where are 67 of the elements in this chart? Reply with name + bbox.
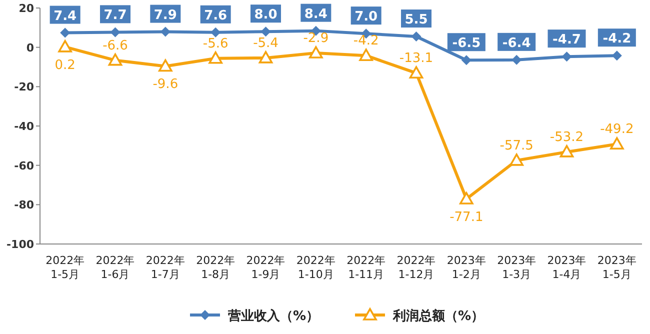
data-label: -4.2 — [353, 34, 379, 49]
x-tick-label: 2022年 1-11月 — [346, 254, 386, 281]
legend-label: 营业收入（%） — [227, 308, 320, 324]
x-tick-label: 2023年 1-4月 — [547, 254, 586, 281]
x-tick-label: 2022年 1-9月 — [246, 254, 286, 281]
x-tick-label: 2023年 1-3月 — [497, 254, 536, 281]
data-label: -4.7 — [552, 32, 581, 48]
data-label: -6.4 — [502, 36, 531, 51]
data-label: -57.5 — [500, 138, 534, 154]
data-label: -13.1 — [399, 51, 434, 66]
y-tick-label: -20 — [14, 80, 34, 94]
data-label: 0.2 — [54, 58, 76, 73]
x-tick-label: 2023年 1-5月 — [597, 254, 636, 281]
data-label: -5.6 — [202, 36, 228, 52]
x-tick-label: 2022年 1-7月 — [146, 254, 185, 281]
data-label: 8.0 — [254, 8, 278, 23]
data-label: -77.1 — [450, 210, 484, 225]
data-label: 7.0 — [354, 10, 378, 25]
data-label: 7.9 — [154, 8, 177, 23]
point — [512, 54, 522, 65]
y-tick-label: -100 — [6, 238, 34, 251]
x-tick-label: 2023年 1-2月 — [446, 254, 486, 281]
data-label: -5.4 — [253, 36, 278, 51]
point — [562, 52, 572, 62]
point — [461, 55, 472, 66]
point — [510, 154, 524, 166]
y-tick-label: 20 — [18, 2, 34, 15]
data-label: -49.2 — [600, 122, 634, 138]
point — [110, 27, 120, 38]
point — [108, 53, 122, 66]
point — [409, 66, 424, 78]
point — [560, 145, 574, 158]
point — [309, 46, 323, 58]
legend-label: 利润总额（%） — [392, 308, 484, 324]
data-label: 7.4 — [54, 8, 77, 24]
x-tick-label: 2022年 1-6月 — [96, 254, 135, 281]
data-label: -6.6 — [102, 38, 128, 54]
data-label: 8.4 — [304, 6, 328, 22]
data-label: 7.6 — [204, 8, 228, 24]
x-tick-label: 2022年 1-12月 — [396, 254, 436, 281]
point — [359, 48, 373, 61]
y-tick-label: -80 — [14, 198, 34, 212]
data-label: -53.2 — [550, 130, 584, 145]
data-label: -6.5 — [452, 36, 481, 52]
point — [258, 51, 273, 64]
point — [210, 27, 221, 38]
point — [160, 26, 170, 37]
point — [411, 32, 422, 42]
y-tick-label: 0 — [26, 41, 34, 54]
data-label: -2.9 — [303, 31, 329, 46]
point — [158, 59, 172, 72]
point — [208, 51, 222, 64]
data-label: -9.6 — [152, 77, 178, 92]
point — [58, 40, 72, 52]
point — [260, 26, 271, 37]
y-tick-label: -40 — [14, 120, 34, 133]
y-tick-label: -60 — [14, 159, 34, 172]
data-label: 7.7 — [104, 8, 127, 24]
point — [60, 28, 70, 38]
point — [612, 50, 622, 61]
x-tick-label: 2022年 1-5月 — [46, 254, 85, 281]
x-tick-label: 2022年 1-10月 — [296, 254, 336, 281]
data-label: 5.5 — [404, 12, 428, 28]
point — [460, 192, 474, 204]
x-tick-label: 2022年 1-8月 — [196, 254, 236, 281]
data-label: -4.2 — [602, 32, 632, 47]
point — [610, 137, 624, 150]
